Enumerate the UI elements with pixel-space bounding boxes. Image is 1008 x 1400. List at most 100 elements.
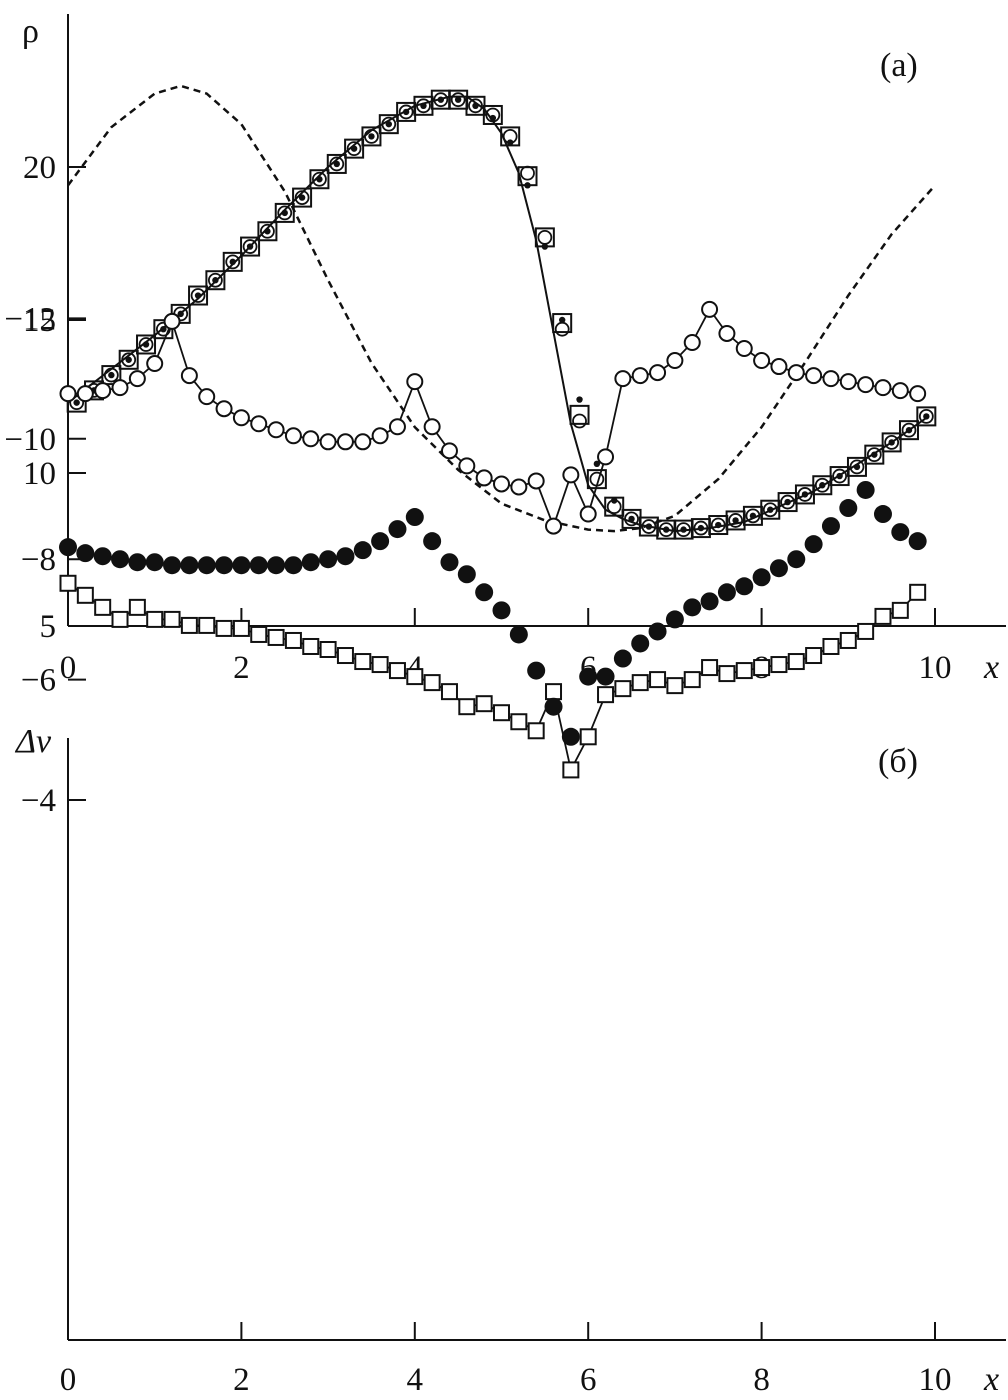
panel-a-dot-marker — [264, 228, 271, 235]
panel-b-square-marker — [440, 683, 458, 701]
panel-a-square-marker — [881, 432, 902, 453]
panel-b-filled-circle — [561, 727, 580, 746]
panel-b-open-circle — [822, 370, 840, 388]
panel-a-circle-marker — [398, 104, 414, 120]
panel-b-ticks: 0 2 4 6 8 10 −4 −6 −8 −10 −12 — [4, 301, 951, 1398]
panel-b-square-marker — [805, 647, 823, 665]
panel-b-square-marker — [250, 625, 268, 643]
panel-b-filled-circle — [735, 577, 754, 596]
panel-b-x-tick-label: 4 — [407, 1362, 424, 1398]
panel-b-square-marker — [857, 622, 875, 640]
panel-b-square-marker — [302, 637, 320, 655]
panel-a-label: (a) — [880, 47, 918, 84]
panel-a-dot-marker — [420, 102, 427, 110]
panel-a-square-marker — [361, 126, 382, 147]
panel-a-square-marker — [552, 313, 573, 334]
panel-b-square-series — [59, 574, 927, 779]
panel-a-dot-marker — [506, 139, 514, 146]
panel-b-open-circle — [458, 457, 476, 475]
panel-b-square-marker — [562, 761, 580, 779]
panel-b-open-circle — [787, 364, 805, 382]
panel-a-circle-marker — [433, 92, 449, 108]
panel-a-square-marker — [326, 153, 347, 174]
panel-a-dot-marker — [298, 194, 306, 201]
panel-b-square-marker — [701, 659, 719, 677]
panel-b-open-circle — [562, 466, 580, 484]
panel-b-filled-circle — [665, 610, 684, 629]
panel-a-dot-marker — [888, 439, 895, 446]
panel-a-dot-marker — [194, 292, 202, 299]
panel-b-open-circle — [59, 385, 77, 403]
panel-a-dot-marker — [350, 145, 358, 152]
panel-a-dot-marker — [73, 399, 80, 406]
panel-a-x-tick-label: 2 — [233, 650, 250, 686]
panel-b-square-marker — [267, 628, 285, 646]
panel-a-circle-marker — [242, 239, 258, 254]
panel-a-circle-marker — [103, 367, 119, 383]
panel-b-filled-circle — [353, 541, 372, 560]
panel-a-circle-marker — [572, 413, 587, 429]
panel-b-square-marker — [579, 728, 597, 746]
panel-a-square-marker — [274, 202, 295, 223]
panel-b: Δv x (б) 0 2 4 6 8 10 −4 −6 −8 −10 −12 — [4, 300, 1006, 1398]
panel-a-circle-marker — [69, 395, 85, 411]
panel-b-square-marker — [510, 713, 528, 731]
panel-b-square-marker — [527, 722, 545, 740]
panel-a-dot-marker — [108, 371, 115, 379]
panel-a-circle-marker — [138, 337, 154, 352]
panel-b-square-marker — [423, 674, 441, 692]
panel-b-square-marker — [215, 619, 233, 637]
panel-a-circle-marker — [329, 156, 345, 172]
panel-a-circle-marker — [849, 459, 865, 475]
panel-b-open-circle — [267, 421, 285, 439]
panel-a-dot-marker — [316, 176, 323, 183]
panel-a-dot-marker — [576, 396, 583, 403]
panel-a-circle-marker — [485, 107, 501, 123]
panel-b-filled-circle — [423, 532, 442, 551]
panel-a-y-tick-label: 10 — [23, 456, 56, 492]
panel-b-open-circle — [128, 370, 146, 388]
panel-b-square-marker — [76, 586, 94, 604]
panel-b-filled-circle — [457, 565, 476, 584]
panel-a-square-marker — [101, 365, 122, 386]
panel-b-square-marker — [458, 698, 476, 716]
panel-a-circle-marker — [364, 128, 379, 144]
panel-b-square-marker — [146, 610, 164, 628]
panel-b-square-marker — [406, 668, 424, 686]
panel-b-open-circle — [94, 382, 112, 400]
panel-a-dot-marker — [142, 341, 150, 348]
panel-a-y-tick-label: 20 — [23, 150, 56, 186]
panel-b-open-circle — [718, 324, 736, 342]
panel-b-filled-circle — [111, 550, 130, 569]
panel-a-square-marker — [898, 420, 919, 441]
panel-b-filled-circle — [613, 649, 632, 668]
panel-a-dot-marker — [160, 325, 167, 333]
panel-b-filled-circle — [197, 556, 216, 575]
panel-a-x-axis-label: x — [983, 649, 999, 686]
panel-a-dot-marker — [212, 277, 219, 284]
panel-a-square-marker — [222, 251, 243, 272]
panel-b-open-circle — [423, 418, 441, 436]
panel-a-dot-marker — [732, 517, 739, 524]
panel-b-open-circle — [493, 475, 510, 493]
panel-a-square-marker — [205, 270, 226, 291]
panel-b-square-marker — [371, 656, 389, 674]
panel-b-open-circle — [146, 355, 164, 373]
panel-b-square-marker — [163, 610, 181, 628]
panel-b-open-circle — [319, 433, 337, 451]
panel-b-open-circle — [770, 358, 788, 376]
panel-a-circle-marker — [780, 494, 796, 510]
panel-b-square-marker — [232, 619, 250, 637]
panel-a-dot-marker — [472, 102, 479, 110]
panel-b-filled-circle — [769, 559, 788, 578]
panel-b-open-circle — [527, 472, 545, 490]
panel-a-circle-marker — [225, 254, 241, 270]
panel-b-open-circle — [683, 333, 701, 351]
panel-b-filled-circle — [527, 661, 546, 680]
panel-a-dot-marker — [819, 482, 826, 489]
panel-b-square-marker — [770, 656, 788, 674]
panel-a-dot-marker — [697, 524, 705, 532]
panel-b-filled-circle — [215, 556, 234, 575]
panel-a-square-marker — [292, 187, 313, 208]
panel-b-x-tick-label: 6 — [580, 1362, 597, 1398]
